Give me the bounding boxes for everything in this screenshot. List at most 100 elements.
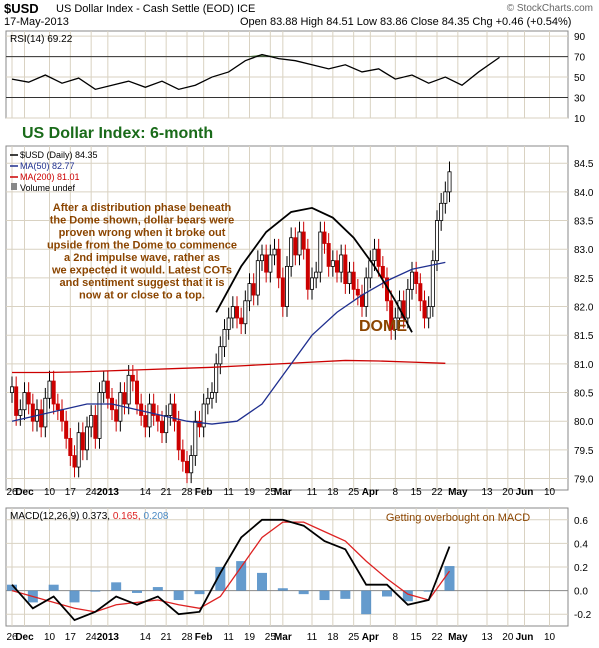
macd-histogram-bar xyxy=(48,584,59,591)
candle-body xyxy=(64,420,69,439)
x-axis-label: 13 xyxy=(481,632,493,643)
candle-body xyxy=(209,392,214,399)
rsi-tick-label: 50 xyxy=(574,73,586,84)
candle-body xyxy=(164,415,169,434)
candle-body xyxy=(93,415,98,439)
macd-legend-value: 0.373, xyxy=(82,511,113,522)
x-axis-label: 11 xyxy=(307,632,318,643)
candle-body xyxy=(205,397,210,405)
chart-title: US Dollar Index - Cash Settle (EOD) ICE xyxy=(56,3,256,15)
x-axis-label: 2013 xyxy=(97,632,120,643)
x-axis-label: Apr xyxy=(362,487,379,498)
candle-body xyxy=(193,420,198,457)
candle-body xyxy=(180,449,185,462)
x-axis-label: 25 xyxy=(348,632,360,643)
candle-body xyxy=(426,306,431,319)
x-axis-label: 11 xyxy=(223,632,234,643)
x-axis-label: 20 xyxy=(502,632,514,643)
x-axis-label: 25 xyxy=(265,632,277,643)
annotation-line: After a distribution phase beneath xyxy=(53,202,232,214)
price-tick-label: 81.5 xyxy=(574,331,594,342)
candle-body xyxy=(118,392,123,422)
candle-body xyxy=(351,271,356,290)
macd-signal-line xyxy=(11,521,451,613)
x-axis-label: 11 xyxy=(223,487,234,498)
candle-body xyxy=(214,363,219,393)
candle-body xyxy=(105,380,110,399)
annotation-line: proven wrong when it broke out xyxy=(59,227,226,239)
x-axis-label: 28 xyxy=(181,632,193,643)
x-axis-label: Jun xyxy=(516,632,534,643)
x-axis-label: 15 xyxy=(411,632,423,643)
macd-histogram-bar xyxy=(7,584,17,591)
chart-main-title: US Dollar Index: 6-month xyxy=(22,125,213,142)
rsi-tick-label: 10 xyxy=(574,114,586,125)
x-axis-label: 24 xyxy=(86,487,98,498)
macd-histogram-bar xyxy=(132,590,142,593)
candle-body xyxy=(51,380,56,405)
candle-body xyxy=(347,271,352,284)
x-axis-label: 17 xyxy=(65,487,77,498)
watermark: © StockCharts.com xyxy=(506,3,593,14)
macd-tick-label: -0.2 xyxy=(574,610,592,621)
x-axis-label: 19 xyxy=(244,487,256,498)
x-axis-label: 26 xyxy=(6,632,18,643)
macd-histogram-bar xyxy=(298,590,309,595)
x-axis-label: 22 xyxy=(431,487,443,498)
x-axis-label: 8 xyxy=(393,632,399,643)
candle-body xyxy=(14,386,19,416)
legend-entry: $USD (Daily) 84.35 xyxy=(20,150,98,160)
candle-body xyxy=(322,231,327,244)
candle-body xyxy=(289,237,294,267)
candle-body xyxy=(30,403,35,422)
macd-tick-label: 0.4 xyxy=(574,539,588,550)
candle-body xyxy=(359,294,364,307)
candle-body xyxy=(243,300,248,325)
candle-body xyxy=(376,248,381,267)
candle-body xyxy=(318,231,323,273)
macd-histogram-bar xyxy=(69,590,80,603)
candle-body xyxy=(130,374,135,382)
candle-body xyxy=(9,386,14,393)
candle-body xyxy=(434,220,439,262)
candle-body xyxy=(126,374,131,405)
macd-histogram-bar xyxy=(257,572,267,591)
candle-body xyxy=(272,248,277,256)
x-axis-label: 26 xyxy=(6,487,18,498)
candle-body xyxy=(234,306,239,319)
candle-body xyxy=(239,317,244,325)
candle-body xyxy=(393,317,398,330)
candle-body xyxy=(355,288,360,296)
macd-legend-value: 0.208 xyxy=(143,511,168,522)
candle-body xyxy=(418,283,423,302)
x-axis-label: 21 xyxy=(161,487,173,498)
candle-body xyxy=(122,392,127,405)
symbol: $USD xyxy=(4,1,39,16)
annotation-line: a 2nd impulse wave, rather as xyxy=(64,252,220,264)
annotation-line: and sentiment suggest that it is xyxy=(59,277,224,289)
candle-body xyxy=(414,271,419,284)
candle-body xyxy=(55,403,60,411)
candle-body xyxy=(68,437,73,456)
price-tick-label: 81.0 xyxy=(574,360,594,371)
macd-tick-label: 0.6 xyxy=(574,516,588,527)
macd-line xyxy=(11,518,451,622)
macd-tick-label: 0.0 xyxy=(574,587,588,598)
price-tick-label: 80.5 xyxy=(574,389,594,400)
candle-body xyxy=(76,432,81,468)
x-axis-label: 19 xyxy=(244,632,256,643)
x-axis-label: 18 xyxy=(327,632,339,643)
price-panel xyxy=(5,145,569,491)
x-axis-label: 10 xyxy=(544,487,556,498)
candle-body xyxy=(89,415,94,428)
legend-entry: MA(200) 81.01 xyxy=(20,172,80,182)
macd-histogram-bar xyxy=(319,590,330,601)
x-axis-label: 21 xyxy=(161,632,173,643)
x-axis-label: Dec xyxy=(15,487,34,498)
candle-body xyxy=(114,409,119,422)
macd-legend-value: 0.165, xyxy=(113,511,144,522)
candle-body xyxy=(39,409,44,428)
candle-body xyxy=(293,237,298,256)
annotation-line: we expected it would. Latest COTs xyxy=(51,265,232,277)
x-axis-label: Dec xyxy=(15,632,34,643)
